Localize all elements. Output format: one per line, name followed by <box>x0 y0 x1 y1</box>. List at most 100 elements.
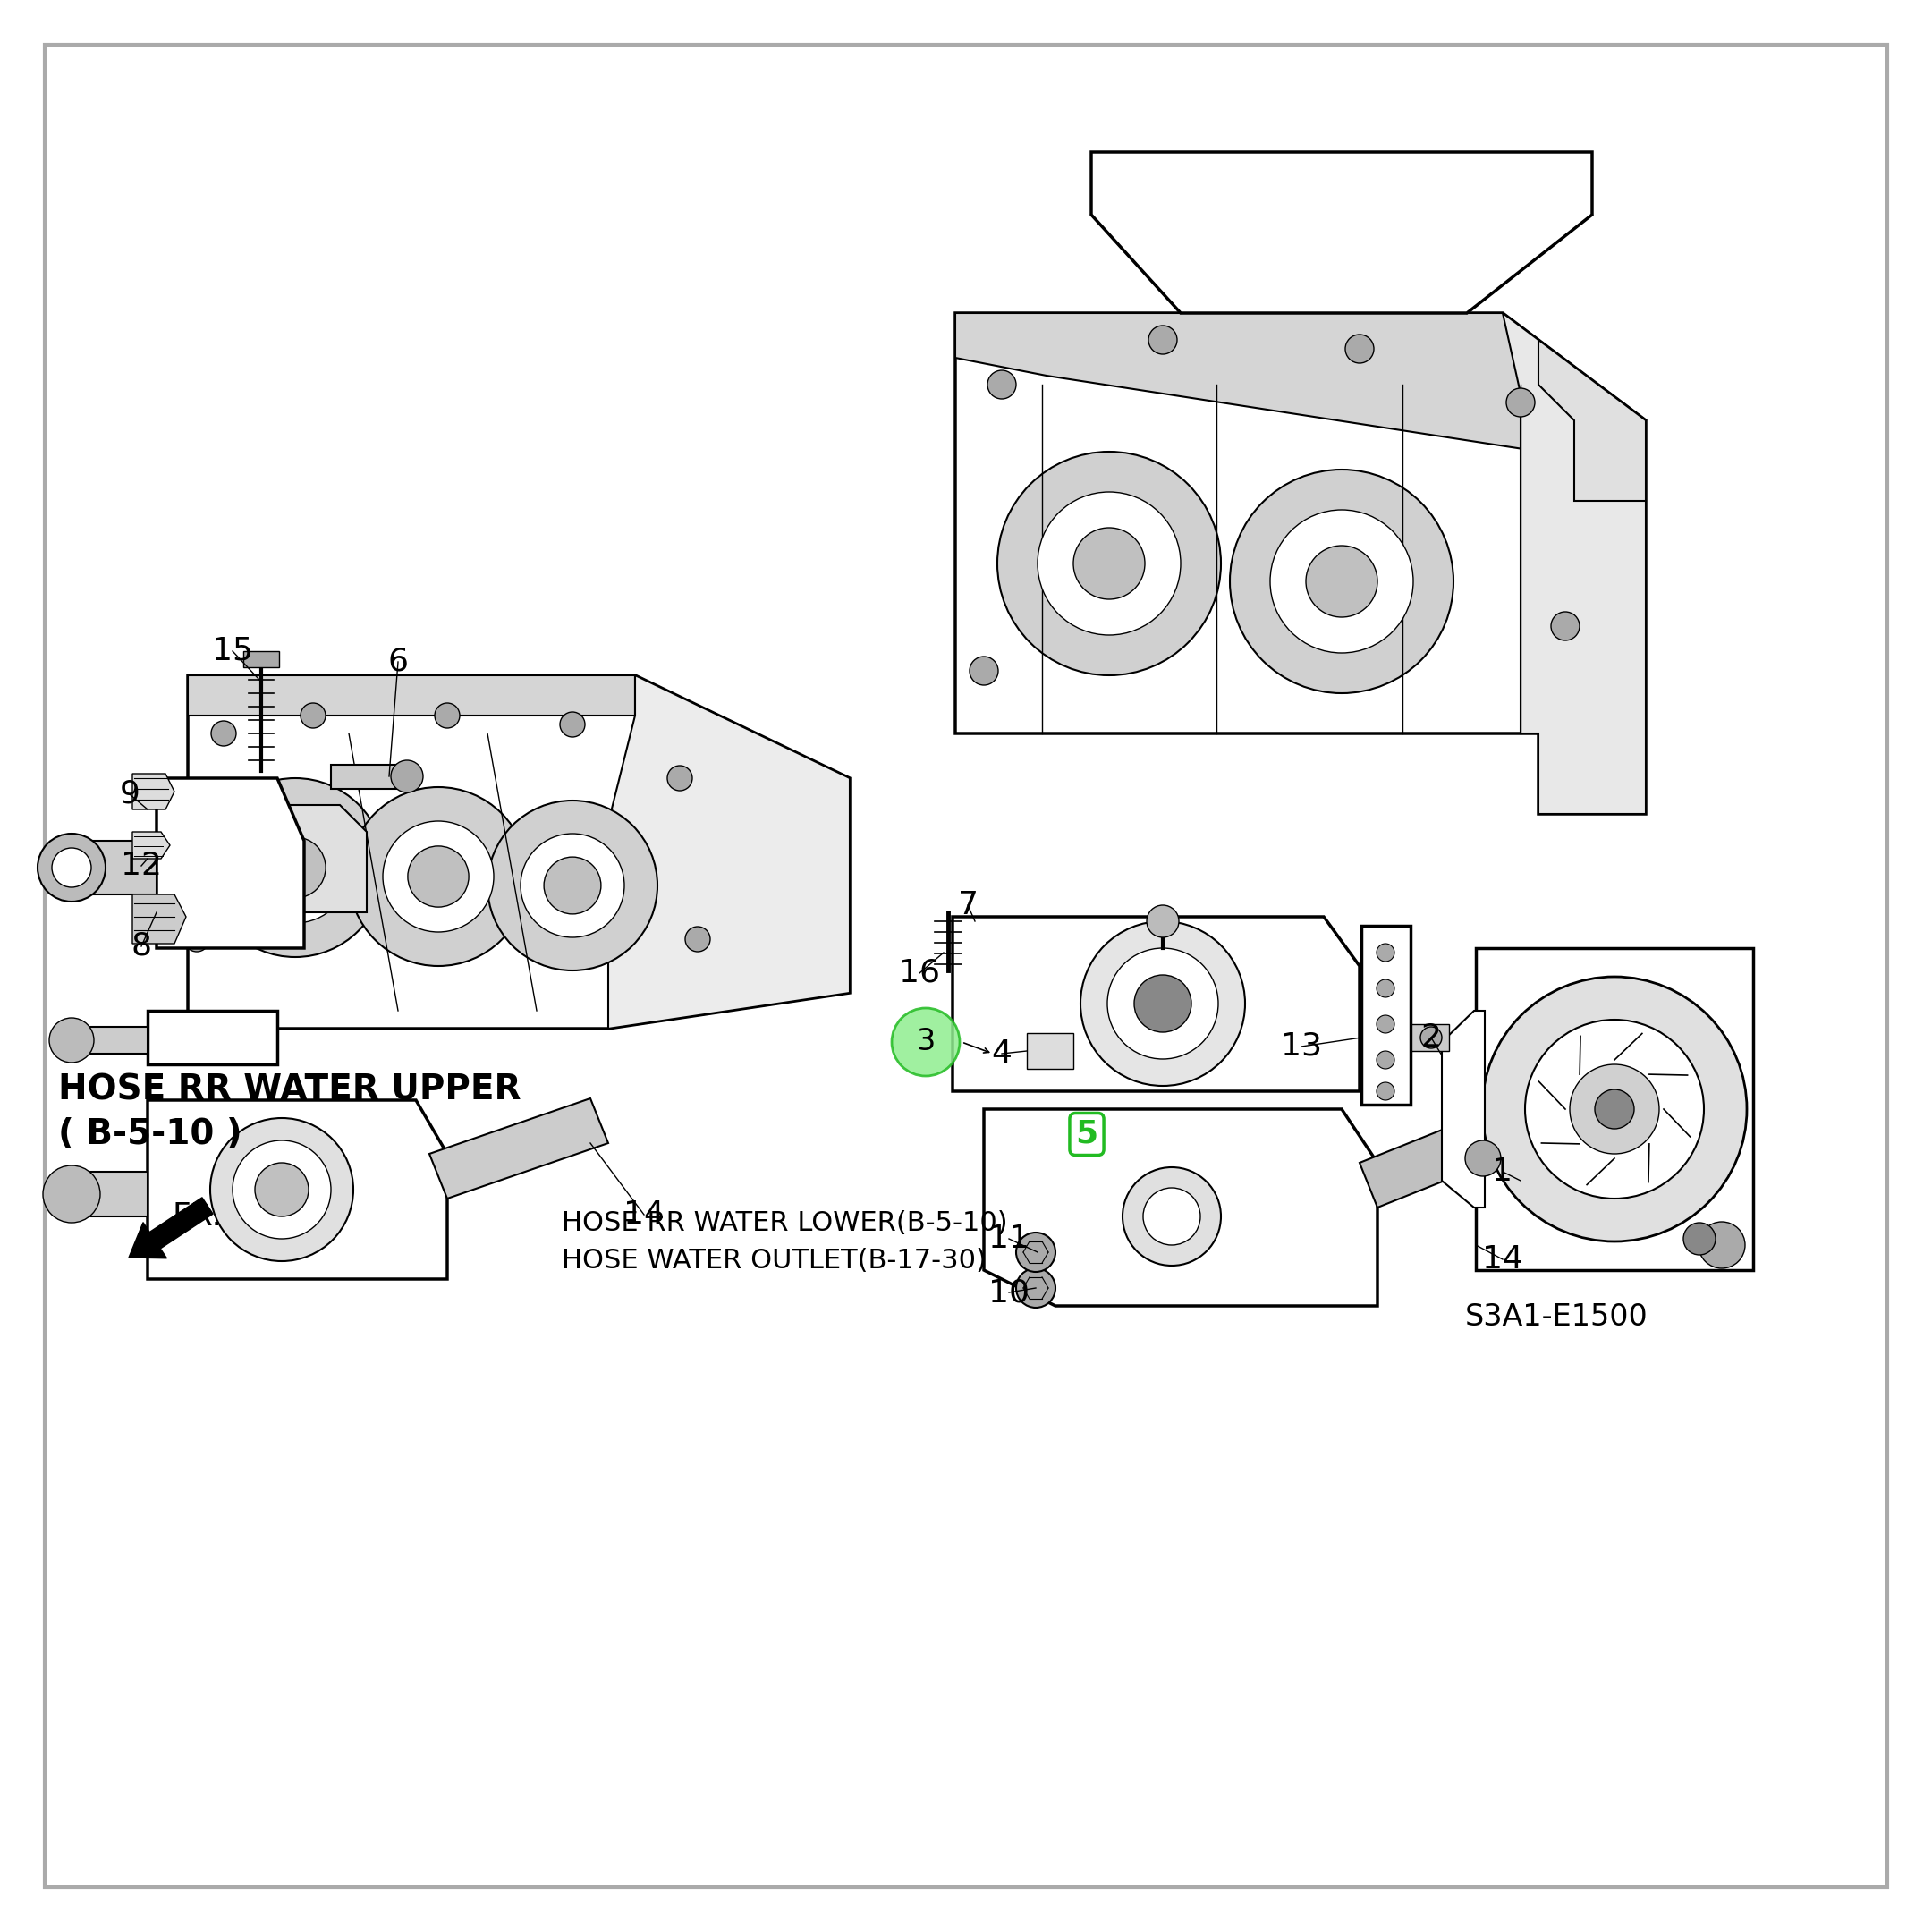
Polygon shape <box>1476 949 1752 1269</box>
Circle shape <box>1683 1223 1716 1256</box>
Text: 10: 10 <box>989 1277 1030 1308</box>
Circle shape <box>1507 388 1534 417</box>
Circle shape <box>1231 469 1453 694</box>
Circle shape <box>667 765 692 790</box>
Polygon shape <box>187 676 850 1028</box>
Text: FR.: FR. <box>172 1202 222 1233</box>
Circle shape <box>970 657 999 686</box>
Circle shape <box>408 846 469 906</box>
Circle shape <box>350 786 527 966</box>
Text: 8: 8 <box>131 931 153 962</box>
Circle shape <box>255 1163 309 1217</box>
Circle shape <box>686 927 711 952</box>
Polygon shape <box>133 833 170 858</box>
Text: 6: 6 <box>388 647 408 676</box>
Circle shape <box>1376 1082 1395 1099</box>
Circle shape <box>435 703 460 728</box>
Circle shape <box>240 811 350 923</box>
Polygon shape <box>156 779 303 949</box>
Polygon shape <box>147 1010 278 1065</box>
Text: 14: 14 <box>1482 1244 1522 1275</box>
Text: 12: 12 <box>120 850 162 881</box>
Text: 16: 16 <box>898 958 941 989</box>
Circle shape <box>1016 1233 1055 1271</box>
Text: ( B-5-10 ): ( B-5-10 ) <box>58 1117 242 1151</box>
Circle shape <box>1594 1090 1634 1128</box>
Circle shape <box>1134 976 1192 1032</box>
Polygon shape <box>1441 1010 1486 1208</box>
Circle shape <box>1420 1026 1441 1049</box>
Polygon shape <box>133 773 174 810</box>
Text: 13: 13 <box>1281 1032 1321 1063</box>
Text: 1: 1 <box>1492 1157 1513 1186</box>
Polygon shape <box>1503 313 1646 813</box>
Text: HOSE WATER OUTLET(B-17-30): HOSE WATER OUTLET(B-17-30) <box>562 1248 987 1273</box>
Polygon shape <box>71 840 156 895</box>
Polygon shape <box>609 676 850 1028</box>
Circle shape <box>1306 545 1378 616</box>
Polygon shape <box>147 1099 446 1279</box>
Polygon shape <box>429 1099 609 1198</box>
Circle shape <box>1080 922 1244 1086</box>
Circle shape <box>1016 1267 1055 1308</box>
Circle shape <box>1376 980 1395 997</box>
Circle shape <box>1524 1020 1704 1198</box>
Circle shape <box>1464 1140 1501 1177</box>
Circle shape <box>560 713 585 736</box>
Text: 9: 9 <box>120 779 139 810</box>
Polygon shape <box>1092 153 1592 313</box>
Circle shape <box>211 721 236 746</box>
Polygon shape <box>1538 340 1646 500</box>
Text: 4: 4 <box>991 1039 1012 1068</box>
Polygon shape <box>278 806 367 912</box>
Polygon shape <box>983 1109 1378 1306</box>
Text: HOSE RR WATER LOWER(B-5-10): HOSE RR WATER LOWER(B-5-10) <box>562 1211 1009 1236</box>
Circle shape <box>383 821 495 931</box>
Circle shape <box>1144 1188 1200 1244</box>
Bar <box>1362 925 1410 1105</box>
Circle shape <box>184 927 209 952</box>
Circle shape <box>52 848 91 887</box>
Circle shape <box>37 833 106 902</box>
Polygon shape <box>71 1026 147 1053</box>
Circle shape <box>1037 493 1180 636</box>
Circle shape <box>1107 949 1219 1059</box>
Circle shape <box>520 833 624 937</box>
Circle shape <box>301 703 327 728</box>
Circle shape <box>1551 612 1580 639</box>
Polygon shape <box>954 313 1646 813</box>
Circle shape <box>1074 527 1146 599</box>
Circle shape <box>893 1009 960 1076</box>
Circle shape <box>211 1119 354 1262</box>
Polygon shape <box>187 676 636 715</box>
Circle shape <box>265 837 327 898</box>
Circle shape <box>997 452 1221 676</box>
Circle shape <box>1148 327 1177 354</box>
Polygon shape <box>71 1171 147 1217</box>
Text: 2: 2 <box>1420 1022 1441 1053</box>
Circle shape <box>1269 510 1412 653</box>
Circle shape <box>43 1165 100 1223</box>
Polygon shape <box>954 313 1646 466</box>
Bar <box>243 651 278 667</box>
Polygon shape <box>1026 1034 1074 1068</box>
Circle shape <box>545 858 601 914</box>
Circle shape <box>205 779 384 956</box>
Circle shape <box>1569 1065 1660 1153</box>
Text: 5: 5 <box>1076 1119 1097 1150</box>
FancyArrow shape <box>129 1198 213 1258</box>
Polygon shape <box>133 895 185 943</box>
Circle shape <box>1376 1014 1395 1034</box>
Circle shape <box>1376 1051 1395 1068</box>
Circle shape <box>1122 1167 1221 1265</box>
Text: S3A1-E1500: S3A1-E1500 <box>1464 1302 1648 1331</box>
Circle shape <box>1148 906 1179 937</box>
Circle shape <box>1482 978 1747 1242</box>
Circle shape <box>232 1140 330 1238</box>
Circle shape <box>1345 334 1374 363</box>
Text: 14: 14 <box>624 1200 665 1231</box>
Circle shape <box>1698 1221 1745 1267</box>
Text: 15: 15 <box>213 636 253 667</box>
Polygon shape <box>330 765 415 788</box>
Circle shape <box>48 1018 95 1063</box>
